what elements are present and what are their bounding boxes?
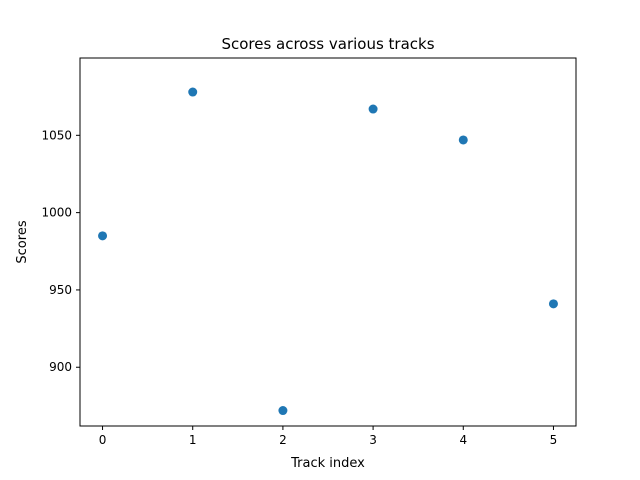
x-tick-label: 0 — [99, 433, 107, 447]
x-tick-label: 3 — [369, 433, 377, 447]
x-tick-label: 1 — [189, 433, 197, 447]
data-point — [368, 104, 378, 114]
y-tick-label: 1050 — [41, 128, 72, 142]
data-points — [98, 87, 558, 416]
plot-area-frame — [79, 57, 577, 427]
x-tick-label: 2 — [279, 433, 287, 447]
data-point — [548, 299, 558, 309]
y-axis-label: Scores — [15, 220, 30, 263]
y-axis-ticks: 900 950 1000 1050 — [41, 128, 80, 374]
data-point — [278, 406, 288, 416]
data-point — [98, 231, 108, 241]
x-axis-label: Track index — [290, 456, 365, 471]
x-axis-ticks: 0 1 2 3 4 5 — [99, 426, 558, 447]
chart-title: Scores across various tracks — [221, 35, 434, 53]
data-point — [188, 87, 198, 97]
x-tick-label: 5 — [550, 433, 558, 447]
y-tick-label: 1000 — [41, 206, 72, 220]
y-tick-label: 950 — [49, 283, 72, 297]
y-tick-label: 900 — [49, 360, 72, 374]
data-point — [458, 135, 468, 145]
x-tick-label: 4 — [459, 433, 467, 447]
